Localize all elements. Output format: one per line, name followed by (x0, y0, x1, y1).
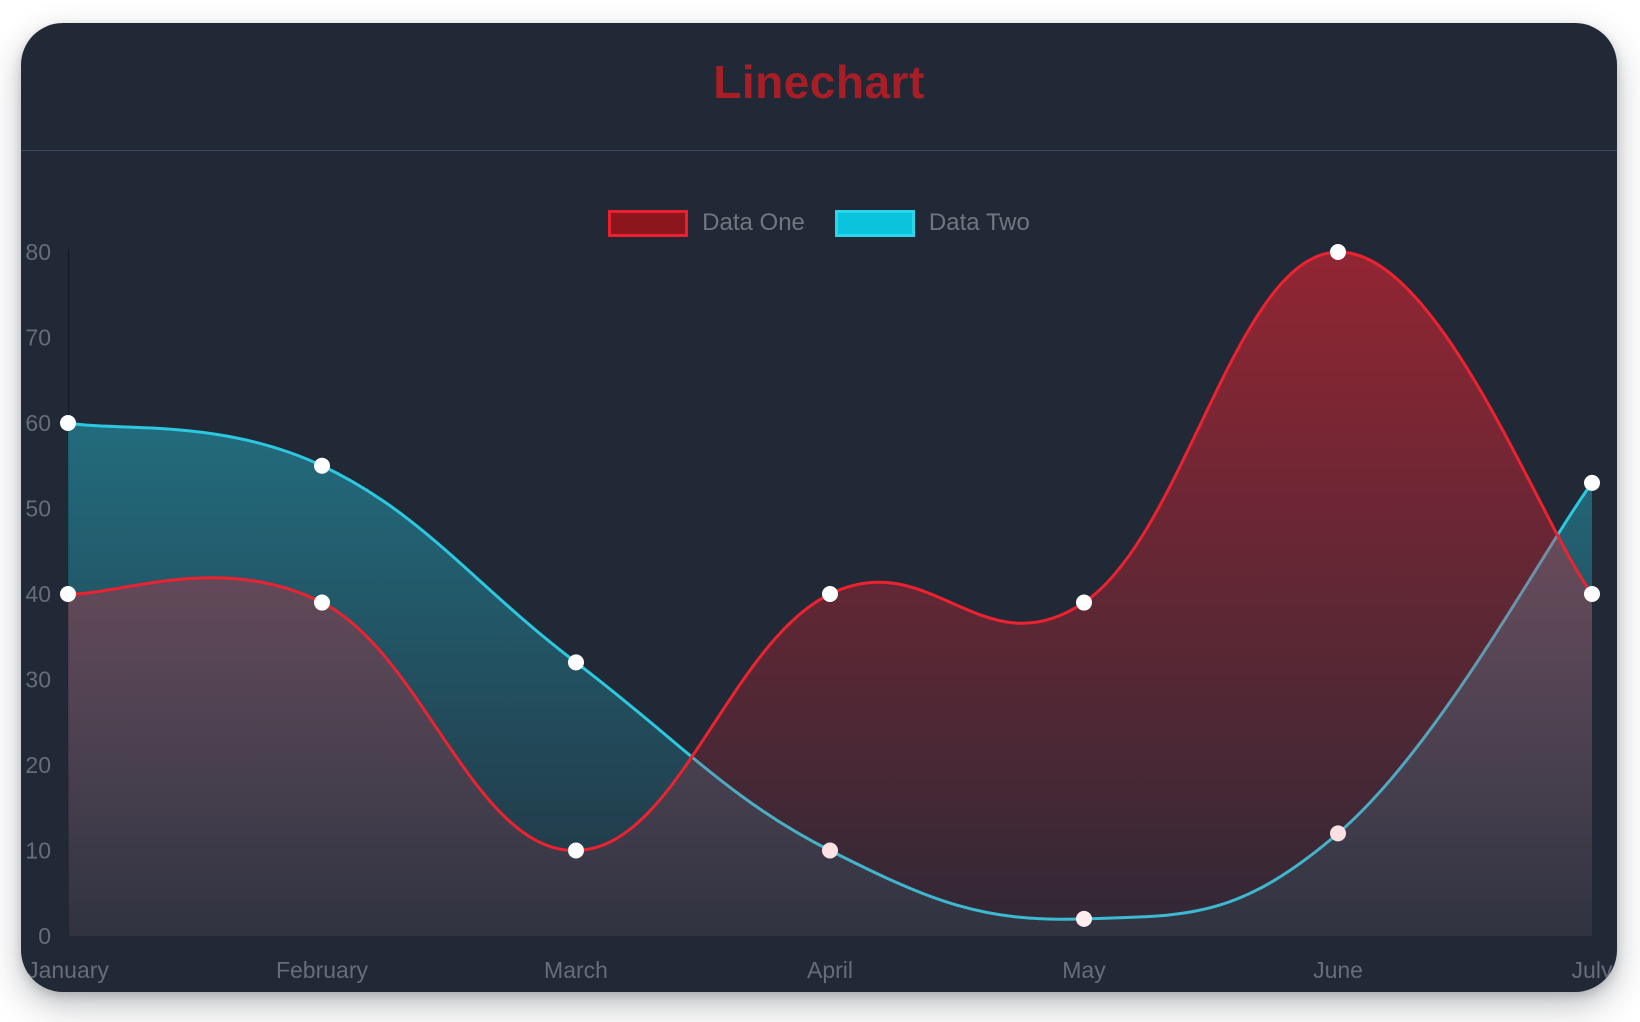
data-point-data-one[interactable] (1330, 244, 1346, 260)
line-chart-canvas[interactable]: 0 10 20 30 40 50 60 70 80 January February March Apr… (21, 23, 1617, 992)
data-point-data-one[interactable] (568, 842, 584, 859)
data-point-data-two[interactable] (314, 457, 330, 474)
x-tick-label: February (276, 957, 369, 983)
x-tick-label: May (1062, 957, 1106, 983)
x-tick-label: June (1313, 957, 1363, 983)
x-tick-label: April (807, 957, 853, 983)
x-tick-label: March (544, 957, 608, 983)
data-point-data-one[interactable] (822, 586, 838, 602)
legend-label-data-one: Data One (702, 209, 805, 236)
header-divider (21, 150, 1617, 151)
y-tick-label: 70 (25, 325, 51, 351)
legend-swatch-data-two (834, 209, 915, 237)
chart-legend: Data One Data Two (21, 209, 1617, 237)
y-tick-label: 10 (25, 838, 51, 864)
legend-swatch-data-one (608, 209, 689, 237)
legend-item-data-two[interactable]: Data Two (834, 209, 1030, 237)
data-point-data-two[interactable] (568, 654, 584, 671)
x-tick-label: July (1572, 957, 1613, 983)
chart-card: Linechart Data One Data Two 0 10 20 30 40 50 6… (21, 23, 1617, 992)
chart-title: Linechart (713, 56, 925, 108)
y-tick-label: 40 (25, 581, 51, 607)
y-tick-label: 20 (25, 752, 51, 778)
area-fill-data-one (68, 251, 1592, 936)
legend-label-data-two: Data Two (928, 209, 1030, 236)
data-point-data-two[interactable] (1584, 474, 1600, 491)
data-point-data-one[interactable] (314, 594, 330, 611)
legend-item-data-one[interactable]: Data One (608, 209, 805, 237)
data-point-data-one[interactable] (1584, 586, 1600, 602)
data-point-data-one[interactable] (1076, 594, 1092, 611)
data-point-data-one[interactable] (60, 586, 76, 602)
x-tick-label: January (27, 957, 109, 983)
y-tick-label: 0 (38, 923, 51, 949)
y-tick-label: 30 (25, 667, 51, 693)
y-tick-label: 50 (25, 496, 51, 522)
data-point-data-two[interactable] (60, 415, 76, 431)
y-tick-label: 60 (25, 410, 51, 436)
y-tick-label: 80 (25, 239, 51, 265)
